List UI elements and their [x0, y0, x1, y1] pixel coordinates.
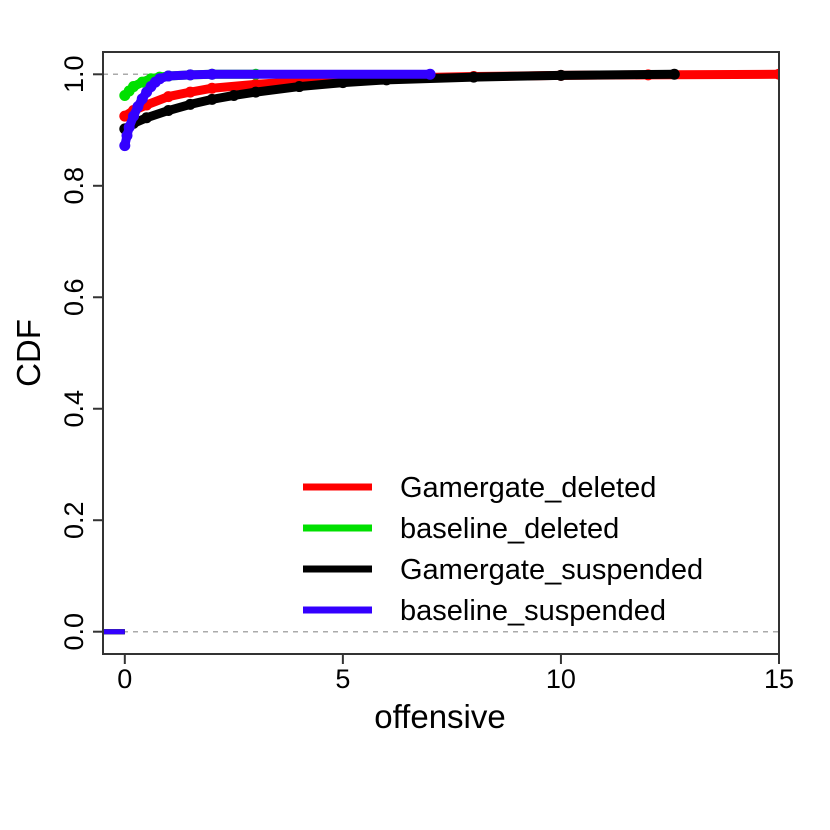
- series-layer: [103, 68, 779, 635]
- series-point: [184, 98, 196, 110]
- legend-label: Gamergate_suspended: [400, 554, 703, 586]
- legend-item: Gamergate_deleted: [303, 472, 656, 504]
- y-tick-label: 1.0: [59, 56, 89, 94]
- series-point: [123, 121, 135, 133]
- series-point: [555, 69, 567, 81]
- series-point: [668, 68, 680, 80]
- series-point: [206, 68, 218, 80]
- y-tick-label: 0.4: [59, 390, 89, 428]
- series-point: [128, 81, 140, 93]
- series-point: [141, 112, 153, 124]
- x-tick-label: 10: [546, 664, 576, 694]
- series-point: [468, 71, 480, 83]
- series-point: [184, 86, 196, 98]
- series-point: [162, 91, 174, 103]
- legend: Gamergate_deleted baseline_deleted Gamerga…: [303, 472, 703, 627]
- series-point: [184, 69, 196, 81]
- x-tick-label: 5: [335, 664, 350, 694]
- y-axis-title: CDF: [10, 319, 47, 387]
- series-point: [162, 105, 174, 117]
- series-point: [119, 110, 131, 122]
- legend-item: Gamergate_suspended: [303, 554, 703, 586]
- series-baseline_suspended: [103, 68, 436, 635]
- series-point: [154, 73, 166, 85]
- legend-item: baseline_suspended: [303, 595, 666, 627]
- y-axis: 0.0 0.2 0.4 0.6 0.8 1.0: [59, 56, 103, 651]
- series-point: [337, 77, 349, 89]
- x-axis: 0 5 10 15: [117, 654, 794, 694]
- y-tick-label: 0.6: [59, 278, 89, 316]
- legend-label: baseline_suspended: [400, 595, 666, 627]
- series-point: [773, 68, 779, 80]
- series-point: [250, 86, 262, 98]
- x-tick-label: 15: [764, 664, 794, 694]
- series-point: [206, 93, 218, 105]
- series-point: [206, 82, 218, 94]
- y-tick-label: 0.8: [59, 167, 89, 205]
- series-point: [293, 81, 305, 93]
- legend-label: baseline_deleted: [400, 513, 619, 545]
- series-point: [121, 130, 133, 142]
- series-point: [250, 78, 262, 90]
- series-point: [136, 76, 148, 88]
- x-tick-label: 0: [117, 664, 132, 694]
- series-point: [119, 140, 131, 152]
- legend-label: Gamergate_deleted: [400, 472, 656, 504]
- series-point: [128, 110, 140, 122]
- series-point: [424, 68, 436, 80]
- legend-item: baseline_deleted: [303, 513, 619, 545]
- plot-frame: [102, 51, 780, 655]
- y-tick-label: 0.2: [59, 501, 89, 539]
- x-axis-title: offensive: [374, 698, 505, 735]
- series-point: [162, 70, 174, 82]
- series-point: [228, 89, 240, 101]
- y-tick-label: 0.0: [59, 613, 89, 651]
